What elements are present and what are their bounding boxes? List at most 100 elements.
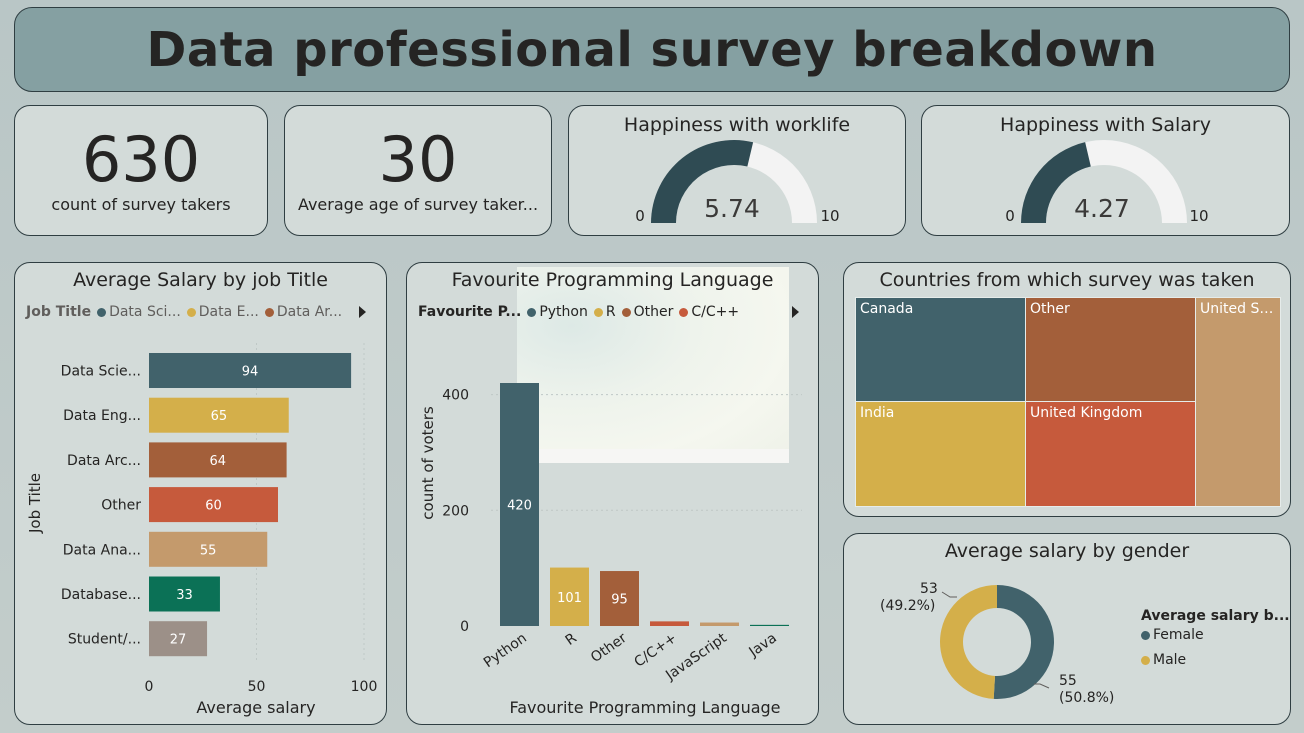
gauge-salary-value: 4.27 [1074,194,1130,223]
gauge-salary-card[interactable]: Happiness with Salary 4.27 0 10 [921,105,1290,236]
legend-item-male[interactable]: Male [1141,652,1290,668]
category-tick-label: Data Ana... [63,542,141,558]
slice-percent-label-male: (49.2%) [880,598,935,614]
bar[interactable] [500,383,539,626]
kpi-survey-count-value: 630 [81,123,201,196]
treemap-label: Canada [860,301,914,317]
gauge-salary-svg: 4.27 0 10 [1005,140,1209,225]
bar[interactable] [550,567,589,626]
salary-by-gender-donut: 55(50.8%) 53(49.2%) [880,581,1114,706]
bar[interactable] [149,487,278,523]
gauge-salary-min: 0 [1005,207,1015,225]
bar-value-label: 420 [507,499,532,514]
treemap-label: United St... [1200,301,1279,317]
kpi-average-age-value: 30 [378,123,458,196]
slice-value-label-female: 55 [1059,673,1077,689]
salary-by-job-title: Average Salary by job Title [73,269,328,291]
salary-by-job-chart: Job Title Average salary 94 Data Scie... 6… [26,343,378,717]
programming-language-legend-title: Favourite P... [418,304,522,320]
category-tick-label: Other [101,498,141,514]
treemap-label: United Kingdom [1030,405,1143,421]
bar-value-label: 94 [242,365,259,380]
donut-slice[interactable] [940,585,997,699]
treemap-label: Other [1030,301,1070,317]
gauge-salary-title: Happiness with Salary [1000,114,1211,136]
bar[interactable] [149,442,287,478]
category-tick-label: Database... [61,587,141,603]
kpi-average-age-card[interactable]: 30 Average age of survey taker... [284,105,552,236]
leader-line [941,591,957,598]
category-tick-label: Python [481,630,530,671]
gauge-worklife-max: 10 [820,207,839,225]
programming-language-xlabel: Favourite Programming Language [509,698,780,717]
legend-item-c-cpp[interactable]: C/C++ [679,304,739,320]
bar[interactable] [600,571,639,626]
x-tick-label: 100 [351,679,378,695]
slice-value-label-male: 53 [920,581,938,597]
gauge-worklife-title: Happiness with worklife [623,114,851,136]
gauge-worklife-fill [651,139,754,223]
treemap-label: India [860,405,895,421]
treemap-cell-canada[interactable]: Canada [855,297,1026,402]
legend-item-python[interactable]: Python [527,304,588,320]
dashboard-header: Data professional survey breakdown [14,7,1290,92]
leader-line [1034,683,1050,689]
bar[interactable] [650,621,689,626]
legend-item-data-architect[interactable]: Data Ar... [264,304,343,320]
salary-by-job-legend-title: Job Title [26,304,92,320]
bar[interactable] [750,624,789,626]
treemap-cell-united-kingdom[interactable]: United Kingdom [1025,401,1196,507]
legend-dot [1141,655,1150,665]
treemap-cell-india[interactable]: India [855,401,1026,507]
x-tick-label: 0 [145,679,154,695]
background-photo [517,267,789,463]
legend-label: Male [1153,652,1187,668]
kpi-average-age-label: Average age of survey taker... [297,195,539,214]
legend-item-data-engineer[interactable]: Data E... [186,304,259,320]
treemap-cell-other[interactable]: Other [1025,297,1196,402]
legend-label: Data E... [198,304,259,320]
donut-slice[interactable] [993,585,1054,699]
countries-treemap-card[interactable]: Countries from which survey was taken Ca… [843,262,1291,517]
salary-by-gender-legend: Average salary b... Female Male [1141,608,1290,668]
category-tick-label: Other [588,630,630,666]
category-tick-label: Student/... [68,632,141,648]
legend-label: C/C++ [691,304,740,320]
legend-dot [264,307,274,317]
bar[interactable] [149,531,268,567]
treemap-cell-united-states[interactable]: United St... [1195,297,1281,507]
gauge-worklife-card[interactable]: Happiness with worklife 5.74 0 10 [568,105,906,236]
page-title: Data professional survey breakdown [146,21,1158,78]
gauge-salary-fill [1021,142,1091,223]
salary-by-job-card[interactable]: Average Salary by job Title Job Title Da… [14,262,387,725]
bar[interactable] [700,622,739,626]
legend-item-data-scientist[interactable]: Data Sci... [97,304,181,320]
legend-item-other[interactable]: Other [621,304,674,320]
category-tick-label: Data Eng... [63,408,141,424]
bar-value-label: 65 [211,409,228,424]
legend-dot [186,307,196,317]
bar-value-label: 60 [205,499,222,514]
bar[interactable] [149,621,208,657]
bar[interactable] [149,397,289,433]
legend-next-arrow-icon[interactable] [359,306,366,318]
kpi-survey-count-card[interactable]: 630 count of survey takers [14,105,268,236]
bar-value-label: 95 [611,593,628,608]
legend-label: Female [1153,627,1204,643]
legend-label: Data Ar... [276,304,343,320]
salary-by-gender-legend-title: Average salary b... [1141,608,1290,624]
bar[interactable] [149,353,352,388]
programming-language-card[interactable]: Favourite Programming Language Favourite… [406,262,819,725]
legend-label: R [605,304,616,320]
countries-treemap-title: Countries from which survey was taken [879,269,1255,291]
category-tick-label: Data Scie... [61,364,141,380]
legend-item-r[interactable]: R [593,304,616,320]
legend-next-arrow-icon[interactable] [792,306,799,318]
salary-by-gender-card[interactable]: Average salary by gender 55 (50.8%) 53 (49.… [843,533,1291,725]
legend-dot [621,307,631,317]
legend-dot [593,307,603,317]
category-tick-label: Java [746,630,780,661]
legend-label: Other [633,304,674,320]
bar[interactable] [149,576,220,612]
legend-item-female[interactable]: Female [1141,627,1290,643]
